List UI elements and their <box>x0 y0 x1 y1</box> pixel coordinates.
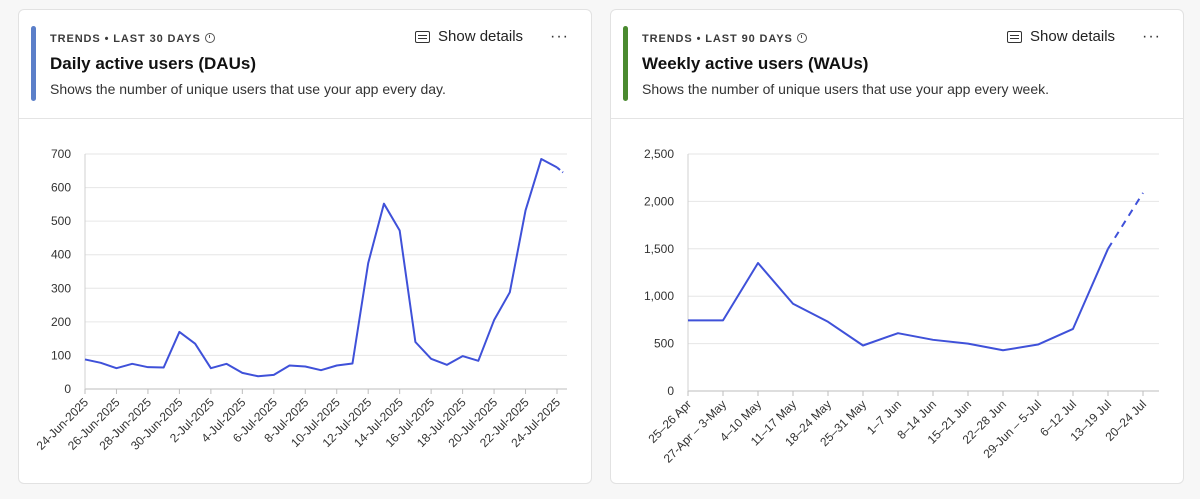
wau-show-details-label: Show details <box>1030 28 1116 45</box>
dau-line-chart: 010020030040050060070024-Jun-202526-Jun-… <box>34 147 567 453</box>
wau-meta: TRENDS • LAST 90 DAYS <box>642 32 807 45</box>
y-tick-label: 400 <box>51 248 71 262</box>
dau-more-options-button[interactable]: ··· <box>550 28 569 45</box>
y-tick-label: 1,500 <box>644 242 674 256</box>
y-tick-label: 100 <box>51 348 71 362</box>
dau-accent-bar <box>31 26 36 101</box>
y-tick-label: 600 <box>51 181 71 195</box>
y-tick-label: 300 <box>51 281 71 295</box>
wau-card: TRENDS • LAST 90 DAYS Weekly active user… <box>610 9 1184 484</box>
wau-description: Shows the number of unique users that us… <box>642 81 1050 97</box>
dau-card: TRENDS • LAST 30 DAYS Daily active users… <box>18 9 592 484</box>
y-tick-label: 200 <box>51 315 71 329</box>
clock-icon <box>796 33 807 43</box>
wau-card-header: TRENDS • LAST 90 DAYS Weekly active user… <box>611 10 1183 119</box>
y-tick-label: 0 <box>667 384 674 398</box>
wau-show-details-button[interactable]: Show details <box>1007 28 1115 45</box>
dau-show-details-button[interactable]: Show details <box>415 28 523 45</box>
wau-meta-label: TRENDS • LAST 90 DAYS <box>642 33 793 45</box>
y-tick-label: 2,000 <box>644 194 674 208</box>
y-tick-label: 0 <box>64 382 71 396</box>
details-icon <box>1007 30 1022 43</box>
dau-card-header: TRENDS • LAST 30 DAYS Daily active users… <box>19 10 591 119</box>
details-icon <box>415 30 430 43</box>
y-tick-label: 500 <box>51 214 71 228</box>
y-tick-label: 500 <box>654 337 674 351</box>
dau-meta: TRENDS • LAST 30 DAYS <box>50 32 215 45</box>
series-line-incomplete <box>556 166 564 174</box>
wau-accent-bar <box>623 26 628 101</box>
series-line-incomplete <box>1107 192 1144 250</box>
y-tick-label: 700 <box>51 147 71 161</box>
wau-more-options-button[interactable]: ··· <box>1142 28 1161 45</box>
y-tick-label: 1,000 <box>644 289 674 303</box>
clock-icon <box>204 33 215 43</box>
dau-description: Shows the number of unique users that us… <box>50 81 446 97</box>
wau-title: Weekly active users (WAUs) <box>642 54 869 73</box>
dau-title: Daily active users (DAUs) <box>50 54 256 73</box>
y-tick-label: 2,500 <box>644 147 674 161</box>
dau-meta-label: TRENDS • LAST 30 DAYS <box>50 33 201 45</box>
dau-show-details-label: Show details <box>438 28 524 45</box>
series-line <box>84 158 558 378</box>
series-line <box>688 248 1109 352</box>
